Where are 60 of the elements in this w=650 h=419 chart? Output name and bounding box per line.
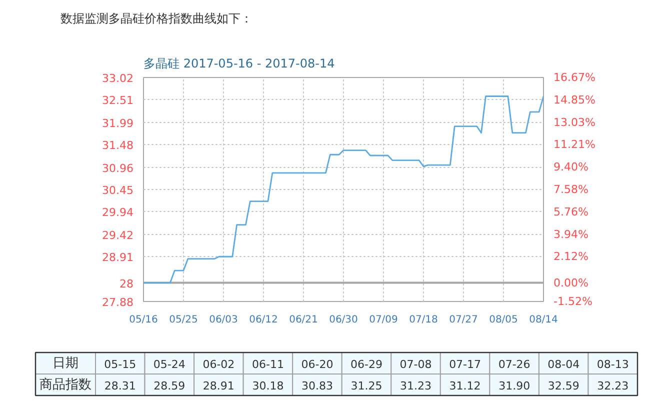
y-tick-label: 30.96: [102, 162, 134, 175]
category-label: 06-11: [252, 358, 284, 371]
chart-subtitle: 多晶硅 2017-05-16 - 2017-08-14: [144, 56, 335, 70]
category-label: 08-13: [596, 358, 629, 371]
x-tick-label: 05/16: [129, 314, 158, 326]
x-tick-label: 06/21: [289, 314, 318, 326]
data-label: 28.59: [154, 379, 186, 392]
x-tick-label: 07/09: [369, 314, 398, 326]
y-tick-label: 28: [120, 277, 134, 290]
y2-tick-label: 2.12%: [554, 250, 588, 264]
data-label: 30.18: [252, 379, 284, 392]
y2-tick-label: 7.58%: [554, 182, 588, 196]
category-label: 06-20: [301, 358, 334, 371]
y-tick-label: 29.94: [102, 206, 134, 220]
chart-title: 数据监测多晶硅价格指数曲线如下：: [60, 12, 252, 26]
y-tick-label: 32.51: [102, 94, 134, 108]
y-tick-label: 30.45: [102, 184, 134, 197]
x-tick-label: 07/18: [409, 314, 438, 326]
data-label: 32.59: [548, 379, 580, 392]
y-tick-label: 27.88: [102, 296, 134, 309]
x-tick-label: 08/05: [489, 314, 518, 326]
y-tick-label: 31.48: [102, 139, 134, 152]
y-tick-label: 29.42: [102, 228, 134, 242]
x-tick-label: 08/14: [529, 314, 558, 326]
data-label: 32.23: [597, 379, 629, 392]
category-label: 05-24: [153, 358, 186, 371]
x-tick-label: 06/03: [209, 314, 238, 326]
category-label: 08-04: [548, 358, 580, 371]
data-label: 31.12: [449, 379, 481, 392]
y2-tick-label: 5.76%: [554, 205, 588, 218]
category-label: 07-26: [498, 358, 530, 371]
category-label: 07-17: [449, 358, 482, 371]
data-label: 28.91: [202, 379, 234, 392]
y2-tick-label: 9.40%: [554, 160, 588, 174]
y2-tick-label: 13.03%: [554, 116, 596, 129]
x-tick-label: 06/12: [249, 314, 278, 326]
category-label: 07-08: [400, 358, 432, 371]
y2-tick-label: 11.21%: [554, 138, 596, 152]
y2-tick-label: 3.94%: [554, 228, 588, 241]
y-tick-label: 28.91: [102, 251, 134, 264]
data-label: 30.83: [301, 379, 333, 392]
line-series: [144, 96, 544, 284]
y2-tick-label: 0.00%: [554, 276, 588, 290]
data-label: 31.25: [350, 379, 382, 392]
category-label: 06-02: [202, 358, 235, 371]
x-tick-label: 07/27: [449, 314, 478, 326]
y2-tick-label: 14.85%: [554, 93, 596, 106]
data-label: 31.90: [498, 379, 530, 392]
category-label: 05-15: [104, 358, 136, 371]
y2-tick-label: -1.52%: [554, 295, 592, 308]
data-label: 31.23: [400, 379, 432, 392]
text: 商品指数: [40, 377, 92, 392]
y-tick-label: 33.02: [102, 72, 134, 85]
y-tick-label: 31.99: [102, 116, 134, 130]
text: 日期: [52, 356, 78, 371]
y2-tick-label: 16.67%: [554, 71, 596, 84]
data-label: 28.31: [104, 379, 136, 392]
x-tick-label: 05/25: [169, 314, 198, 326]
x-tick-label: 06/30: [329, 314, 358, 326]
category-label: 06-29: [350, 358, 382, 371]
